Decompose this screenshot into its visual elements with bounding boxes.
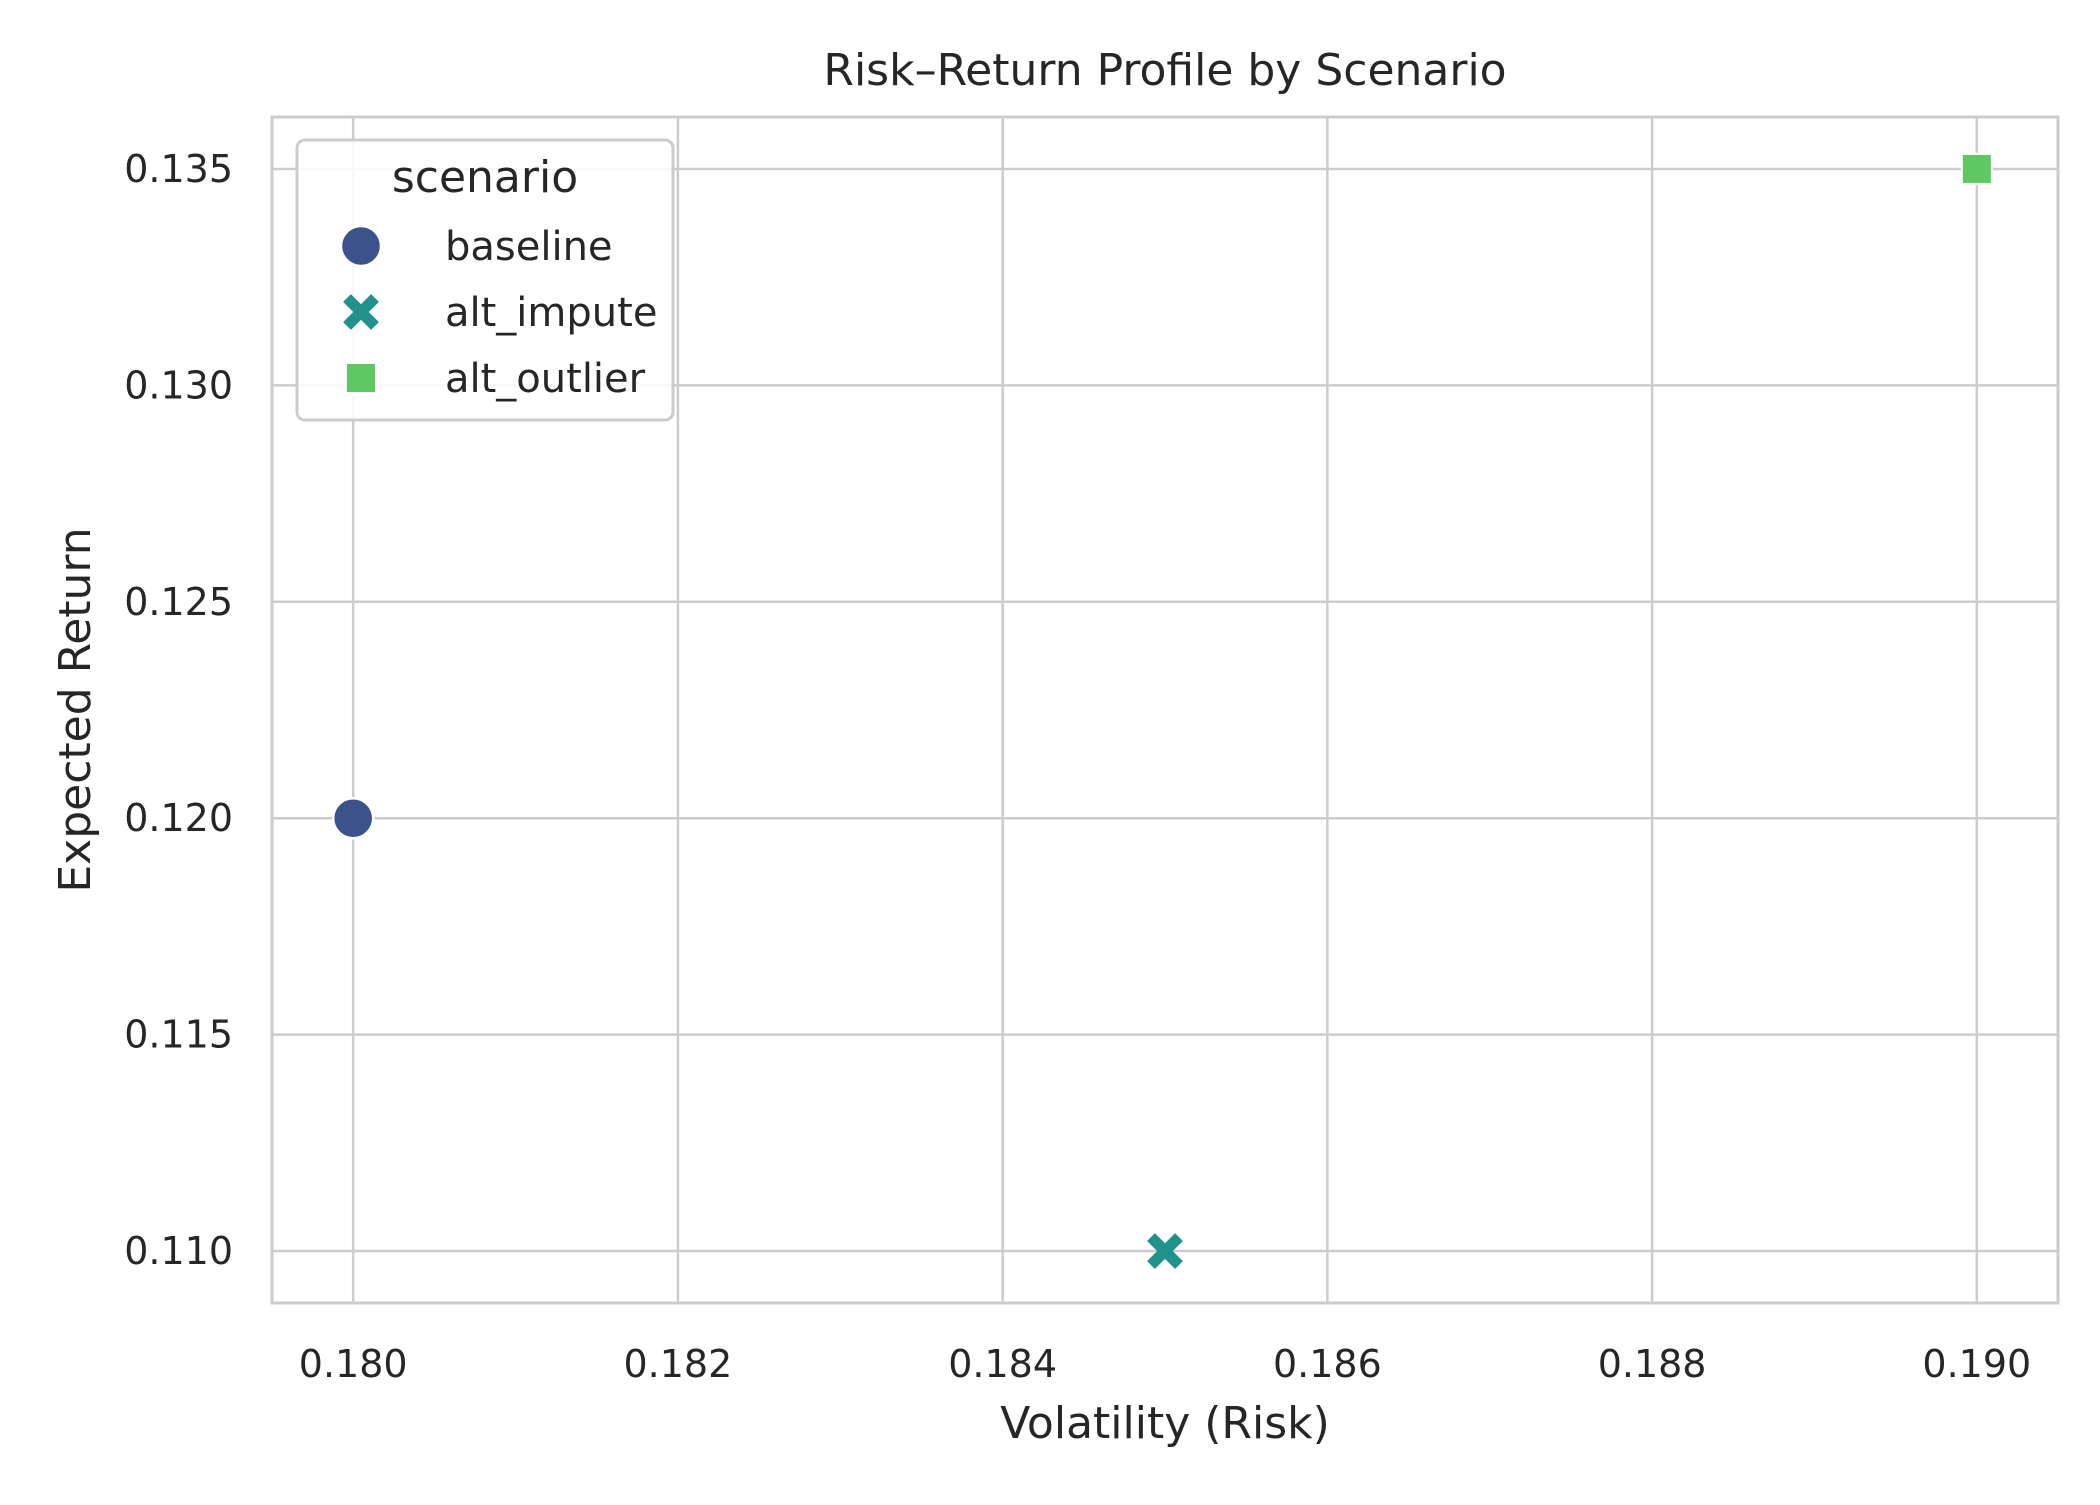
x-axis-label: Volatility (Risk) bbox=[1000, 1398, 1330, 1449]
x-tick-label: 0.186 bbox=[1273, 1342, 1382, 1386]
legend-label: baseline bbox=[445, 224, 613, 270]
legend-marker-alt-impute bbox=[343, 294, 379, 330]
grid bbox=[272, 117, 2058, 1303]
y-tick-label: 0.120 bbox=[124, 796, 233, 840]
y-axis-label: Expected Return bbox=[50, 527, 101, 892]
x-tick-label: 0.188 bbox=[1598, 1342, 1707, 1386]
y-tick-label: 0.125 bbox=[124, 580, 233, 624]
legend-marker-alt-outlier bbox=[345, 362, 377, 394]
x-tick-label: 0.184 bbox=[948, 1342, 1057, 1386]
legend: scenario baseline alt_impute alt_outlier bbox=[295, 138, 675, 422]
x-axis-ticks: 0.180 0.182 0.184 0.186 0.188 0.190 bbox=[299, 1342, 2031, 1386]
y-tick-label: 0.110 bbox=[124, 1229, 233, 1273]
legend-label: alt_outlier bbox=[445, 356, 646, 402]
data-point-baseline bbox=[331, 796, 375, 840]
legend-title: scenario bbox=[392, 152, 578, 203]
x-tick-label: 0.190 bbox=[1922, 1342, 2031, 1386]
x-tick-label: 0.180 bbox=[299, 1342, 408, 1386]
plot-frame bbox=[270, 115, 2060, 1305]
legend-marker-baseline bbox=[339, 224, 383, 268]
data-point-alt-outlier bbox=[1960, 152, 1993, 185]
chart-title: Risk–Return Profile by Scenario bbox=[823, 45, 1506, 96]
legend-box bbox=[295, 138, 675, 422]
data-point-alt-impute bbox=[1147, 1233, 1183, 1269]
x-tick-label: 0.182 bbox=[624, 1342, 733, 1386]
legend-label: alt_impute bbox=[445, 290, 657, 336]
legend-entries: baseline alt_impute alt_outlier bbox=[339, 224, 657, 402]
y-tick-label: 0.130 bbox=[124, 363, 233, 407]
y-tick-label: 0.115 bbox=[124, 1013, 233, 1057]
data-points bbox=[331, 152, 1993, 1269]
y-axis-ticks: 0.110 0.115 0.120 0.125 0.130 0.135 bbox=[124, 147, 233, 1273]
y-tick-label: 0.135 bbox=[124, 147, 233, 191]
